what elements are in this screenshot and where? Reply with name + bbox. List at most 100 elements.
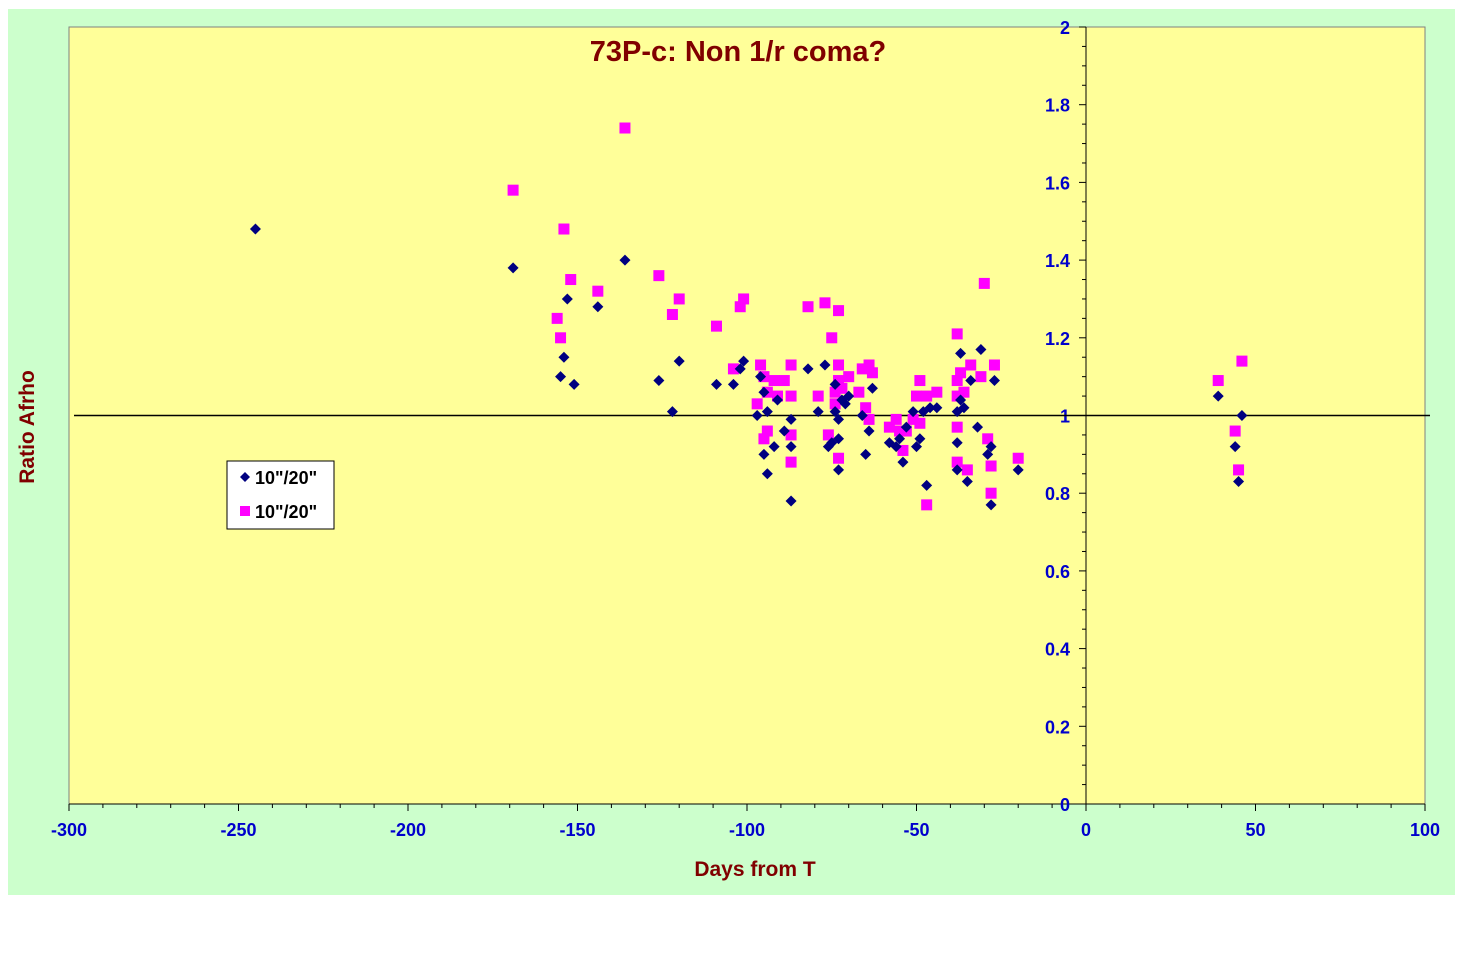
diamond-point (768, 441, 780, 453)
diamond-point (727, 378, 739, 390)
square-point (751, 398, 763, 410)
x-tick-label: -200 (390, 820, 426, 840)
diamond-point (1212, 390, 1224, 402)
square-point (1212, 375, 1224, 387)
diamond-point (988, 375, 1000, 387)
diamond-point (911, 441, 922, 453)
y-tick-label: 1.2 (1045, 329, 1070, 349)
square-point (843, 371, 855, 383)
square-point (921, 390, 933, 402)
x-tick-label: -150 (559, 820, 595, 840)
diamond-point (666, 406, 678, 418)
square-point (965, 359, 977, 371)
axes: -300 -250 -200 -150 -100 -50 0 50 100 0 0.2 0.4 0.6 0… (51, 18, 1440, 840)
diamond-point (802, 363, 814, 375)
diamond-point (900, 421, 912, 433)
diamond-point (955, 394, 967, 406)
diamond-point (894, 433, 906, 445)
square-point (921, 499, 933, 511)
square-point (802, 301, 814, 313)
y-tick-label: 1 (1060, 407, 1070, 427)
square-point (982, 433, 994, 445)
square-point (768, 375, 780, 387)
square-point (985, 487, 997, 499)
square-point (890, 413, 902, 425)
diamond-point (1012, 464, 1024, 476)
square-point (1236, 355, 1248, 367)
square-point (785, 359, 797, 371)
chart-area: -300 -250 -200 -150 -100 -50 0 50 100 0 0.2 0.4 0.6 0… (8, 9, 1455, 895)
square-point (819, 297, 831, 309)
diamond-point (890, 441, 902, 453)
square-point (951, 390, 963, 402)
square-point (961, 464, 973, 476)
y-tick-label: 1.6 (1045, 173, 1070, 193)
diamond-point (961, 476, 973, 488)
diamond-point (653, 375, 665, 387)
square-point (710, 320, 722, 332)
square-point (673, 293, 685, 305)
diamond-point (843, 390, 855, 402)
square-point (822, 429, 834, 441)
diamond-point (778, 425, 790, 437)
y-tick-label: 0.4 (1045, 640, 1070, 660)
square-point (856, 363, 868, 375)
diamond-point (955, 347, 967, 359)
y-tick-label: 0 (1060, 795, 1070, 815)
square-point (829, 386, 841, 398)
legend: 10"/20" 10"/20" (226, 460, 335, 530)
diamond-point (914, 433, 926, 445)
square-point (558, 223, 570, 235)
y-tick-label: 0.6 (1045, 562, 1070, 582)
square-point (978, 277, 990, 289)
diamond-point (1236, 410, 1248, 421)
x-axis-title: Days from T (694, 858, 816, 881)
diamond-point (785, 495, 797, 507)
diamond-point (761, 468, 773, 480)
diamond-point (985, 499, 997, 511)
square-point (833, 375, 845, 387)
diamond-point (833, 413, 845, 425)
diamond-point (568, 378, 580, 390)
square-point (951, 421, 963, 433)
square-point (853, 386, 865, 398)
square-point (860, 402, 872, 414)
scatter-chart: -300 -250 -200 -150 -100 -50 0 50 100 0 0.2 0.4 0.6 0… (16, 18, 1440, 881)
square-point (734, 301, 746, 313)
y-tick-label: 1.8 (1045, 96, 1070, 116)
x-tick-label: -100 (729, 820, 765, 840)
square-point (883, 421, 895, 433)
diamond-point (734, 363, 746, 375)
square-point (785, 456, 797, 468)
square-point (785, 390, 797, 402)
square-point (914, 417, 926, 429)
square-point (1229, 425, 1241, 437)
square-point (833, 452, 845, 464)
legend-diamond-marker (240, 472, 250, 482)
diamond-point (856, 410, 868, 421)
diamond-point (958, 402, 970, 414)
diamond-point (863, 425, 875, 437)
diamond-point (758, 448, 770, 460)
square-point (863, 413, 875, 425)
diamond-point (738, 355, 750, 367)
x-tick-label: -300 (51, 820, 87, 840)
square-point (758, 433, 770, 445)
x-tick-label: 0 (1081, 820, 1091, 840)
x-tick-label: 100 (1410, 820, 1440, 840)
diamond-point (907, 406, 919, 418)
diamond-point (819, 359, 831, 371)
square-point (911, 390, 922, 402)
diamond-point (829, 378, 841, 390)
square-point (958, 386, 970, 398)
diamond-point (812, 406, 824, 418)
square-point (619, 122, 631, 134)
diamond-point (1233, 476, 1245, 488)
square-point (653, 270, 665, 282)
diamond-point (1229, 441, 1241, 453)
square-point (955, 367, 967, 379)
square-point (666, 308, 678, 320)
square-point (1012, 452, 1024, 464)
diamond-point (975, 343, 987, 355)
y-tick-label: 2 (1060, 18, 1070, 38)
